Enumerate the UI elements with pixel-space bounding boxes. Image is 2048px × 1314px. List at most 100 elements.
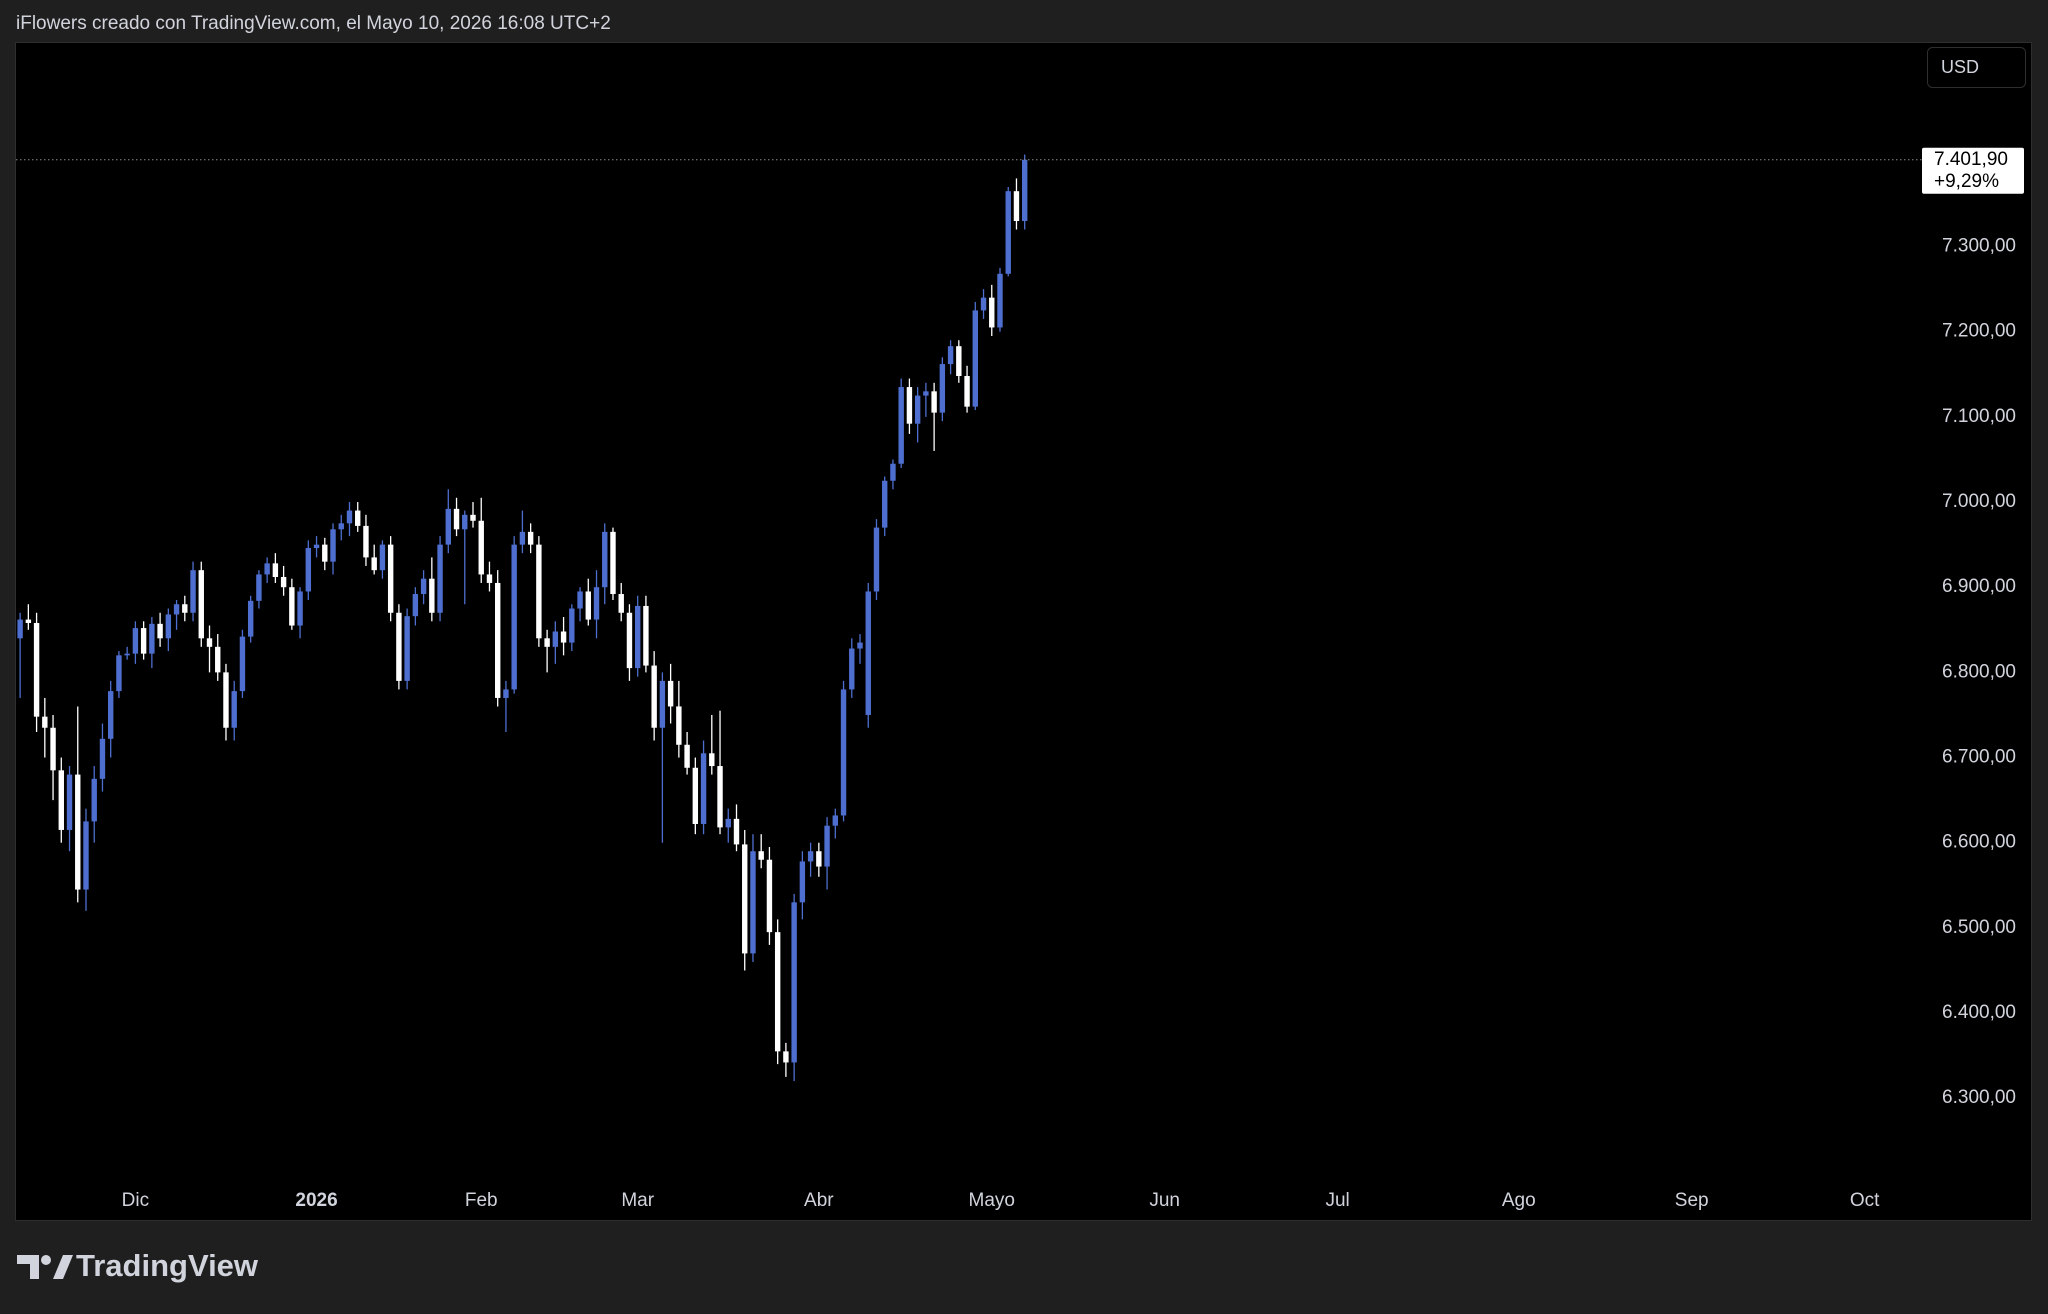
x-tick-label: Dic: [122, 1190, 149, 1211]
last-price-label: 7.401,90: [1934, 149, 2008, 170]
candle-body: [684, 744, 690, 768]
x-tick-label: Oct: [1850, 1190, 1880, 1211]
candle-body: [66, 774, 73, 830]
candle-body: [626, 612, 633, 669]
candle-body: [420, 578, 427, 595]
chart-panel: [15, 42, 2032, 1221]
candle-body: [124, 653, 130, 656]
candle-body: [429, 578, 435, 613]
candle-body: [931, 391, 937, 413]
candle-body: [470, 514, 476, 521]
candle-body: [264, 563, 270, 575]
candle-body: [1005, 191, 1011, 274]
candle-body: [676, 706, 682, 745]
candle-body: [560, 631, 567, 643]
candle-body: [667, 680, 674, 707]
candle-body: [593, 587, 600, 620]
x-tick-label: Feb: [465, 1190, 498, 1211]
candle-body: [305, 548, 312, 592]
candle-body: [742, 844, 748, 954]
candle-body: [980, 297, 987, 311]
candle-body: [725, 818, 731, 828]
x-tick-label: Mar: [621, 1190, 654, 1211]
candle-body: [544, 638, 550, 647]
candle-body: [412, 594, 419, 617]
candle-body: [33, 622, 40, 717]
candle-body: [272, 563, 279, 577]
candle-body: [923, 391, 929, 396]
header-text: iFlowers creado con TradingView.com, el …: [16, 13, 611, 34]
candle-body: [289, 587, 295, 626]
y-tick-label: 6.300,00: [1942, 1087, 2016, 1108]
x-tick-label: Jun: [1149, 1190, 1180, 1211]
candle-body: [75, 774, 81, 890]
candle-body: [536, 544, 542, 639]
candle-body: [25, 619, 32, 623]
candle-body: [824, 825, 830, 867]
candle-body: [239, 636, 246, 692]
candle-body: [223, 672, 229, 728]
candle-body: [914, 395, 921, 424]
y-tick-label: 6.400,00: [1942, 1002, 2016, 1023]
candle-body: [453, 508, 460, 530]
candle-body: [947, 346, 954, 365]
candle-body: [322, 544, 328, 562]
candle-body: [462, 514, 468, 530]
candle-body: [280, 576, 287, 588]
candle-body: [116, 655, 122, 692]
x-tick-label: 2026: [295, 1190, 337, 1211]
candle-body: [495, 582, 501, 698]
candle-body: [585, 591, 591, 620]
candle-body: [387, 544, 394, 613]
candle-body: [445, 508, 451, 545]
candle-body: [865, 591, 871, 715]
candle-body: [503, 689, 509, 698]
candle-body: [906, 387, 913, 424]
candle-body: [527, 531, 534, 545]
candle-body: [140, 628, 147, 654]
candle-body: [939, 364, 946, 413]
candle-body: [363, 525, 369, 558]
candle-body: [1013, 191, 1020, 221]
candle-body: [256, 574, 262, 601]
candle-body: [849, 648, 855, 690]
candle-body: [816, 851, 822, 867]
brand-logo: [17, 1255, 73, 1279]
brand-name: TradingView: [76, 1248, 259, 1283]
candle-body: [840, 689, 847, 816]
x-tick-label: Mayo: [969, 1190, 1015, 1211]
candle-body: [873, 527, 880, 592]
candles: [17, 154, 1028, 1082]
candle-body: [709, 753, 715, 767]
candle-body: [330, 529, 336, 562]
candle-body: [651, 665, 657, 728]
currency-box[interactable]: [1927, 47, 2026, 88]
candle-body: [577, 591, 583, 609]
candle-body: [882, 480, 888, 528]
candle-body: [17, 619, 23, 639]
candle-body: [890, 463, 896, 481]
candle-body: [173, 604, 180, 615]
candle-body: [215, 646, 221, 673]
candle-body: [247, 600, 254, 637]
candle-body: [569, 608, 575, 643]
candle-body: [149, 623, 155, 654]
x-tick-label: Jul: [1325, 1190, 1349, 1211]
candle-body: [750, 851, 756, 954]
candle-body: [807, 851, 814, 862]
candle-body: [50, 727, 56, 771]
candle-body: [511, 544, 517, 690]
candle-body: [404, 616, 410, 681]
candle-body: [437, 544, 443, 613]
candle-body: [297, 591, 303, 626]
candle-body: [107, 691, 114, 739]
currency-label: USD: [1941, 57, 1979, 77]
candle-body: [42, 716, 48, 728]
y-tick-label: 6.600,00: [1942, 832, 2016, 853]
candle-body: [182, 604, 188, 613]
candle-body: [783, 1051, 789, 1063]
candle-body: [692, 767, 699, 824]
candle-body: [231, 691, 237, 728]
candle-body: [634, 605, 641, 669]
